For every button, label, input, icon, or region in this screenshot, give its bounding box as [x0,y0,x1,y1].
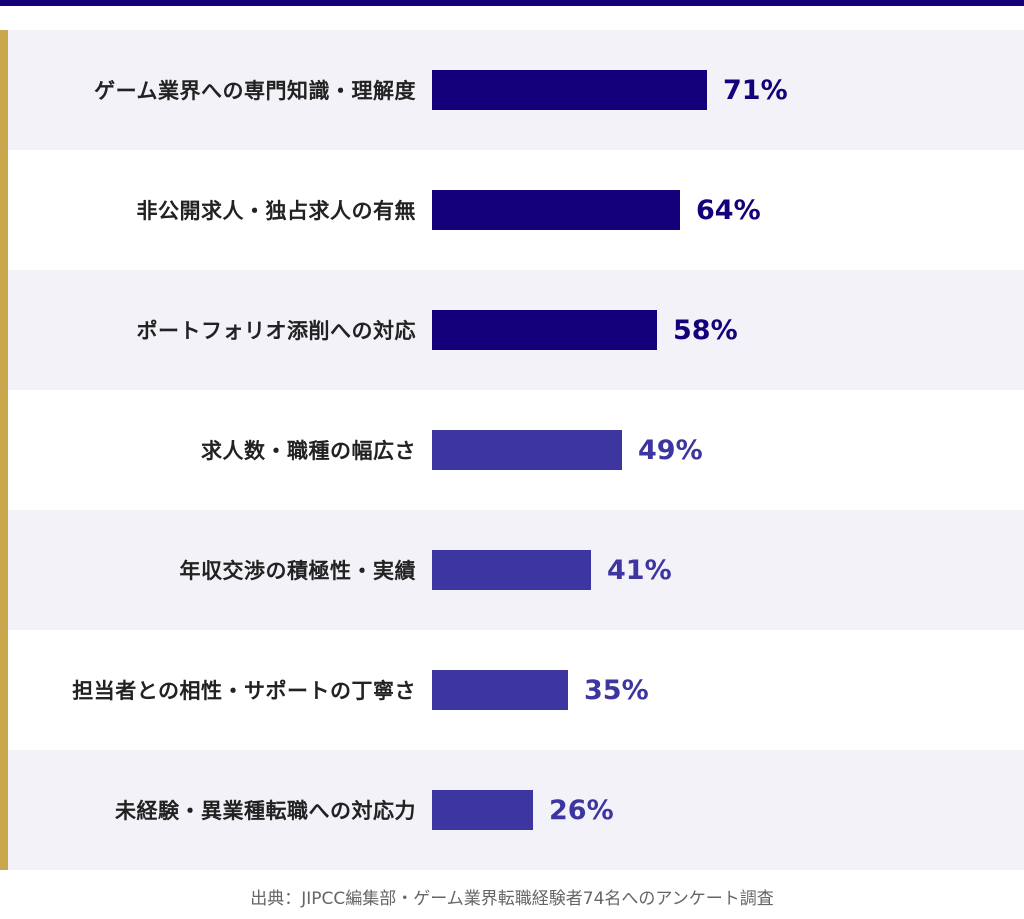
value-label: 64% [696,194,761,226]
chart-row: ポートフォリオ添削への対応 58% [8,270,1024,390]
value-label: 58% [673,314,738,346]
value-label: 35% [584,674,649,706]
value-label: 49% [638,434,703,466]
category-label: ポートフォリオ添削への対応 [136,319,416,343]
bar [432,670,568,710]
value-label: 41% [607,554,672,586]
chart-row: 求人数・職種の幅広さ 49% [8,390,1024,510]
chart-row: 未経験・異業種転職への対応力 26% [8,750,1024,870]
bar [432,430,622,470]
chart-row: ゲーム業界への専門知識・理解度 71% [8,30,1024,150]
bar [432,550,591,590]
source-note: 出典：JIPCC編集部・ゲーム業界転職経験者74名へのアンケート調査 [250,889,774,909]
value-label: 71% [723,74,788,106]
bar [432,310,657,350]
bar [432,190,680,230]
top-bar [0,0,1024,6]
bar [432,70,707,110]
chart-row: 担当者との相性・サポートの丁寧さ 35% [8,630,1024,750]
category-label: 年収交渉の積極性・実績 [179,559,416,583]
category-label: 求人数・職種の幅広さ [201,439,416,463]
chart-row: 年収交渉の積極性・実績 41% [8,510,1024,630]
bar [432,790,533,830]
horizontal-bar-chart: ゲーム業界への専門知識・理解度 71% 非公開求人・独占求人の有無 64% ポートフォリ… [0,30,1024,870]
category-label: 担当者との相性・サポートの丁寧さ [72,679,416,703]
category-label: 未経験・異業種転職への対応力 [115,799,416,823]
category-label: ゲーム業界への専門知識・理解度 [94,79,416,103]
value-label: 26% [549,794,614,826]
accent-line [0,30,8,870]
category-label: 非公開求人・独占求人の有無 [136,199,416,223]
chart-row: 非公開求人・独占求人の有無 64% [8,150,1024,270]
